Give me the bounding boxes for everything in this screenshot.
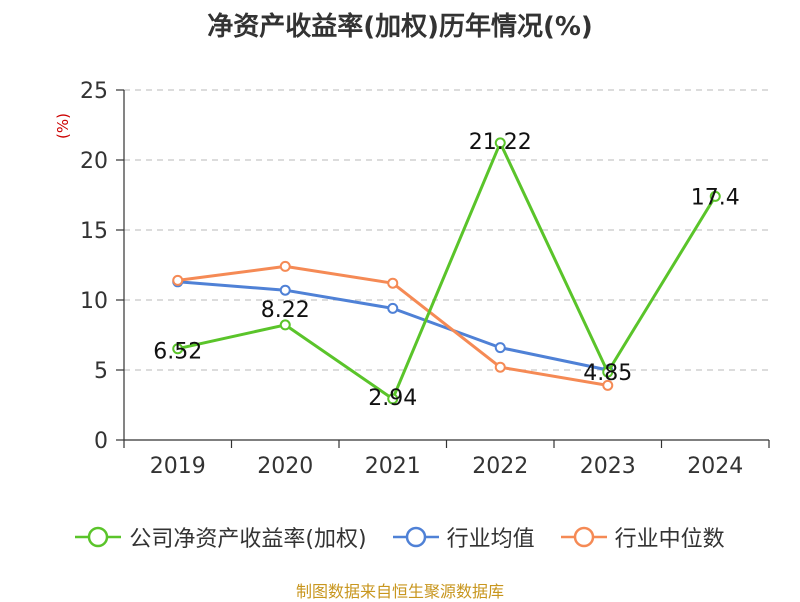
data-point	[709, 190, 721, 202]
chart-title: 净资产收益率(加权)历年情况(%)	[207, 12, 593, 42]
series-line-1	[177, 280, 609, 372]
data-point	[279, 319, 291, 331]
data-label: 17.4	[691, 185, 740, 210]
legend-item[interactable]: 行业中位数	[560, 521, 725, 553]
data-point	[279, 260, 291, 272]
x-tick-label: 2024	[687, 454, 743, 479]
data-point	[279, 284, 291, 296]
x-tick-label: 2019	[150, 454, 206, 479]
legend-swatch-icon	[560, 526, 607, 548]
data-point	[602, 366, 614, 378]
y-axis-unit-label: (%)	[54, 113, 72, 139]
data-point	[494, 342, 506, 354]
axis-layer: 0 5 10 15 20 25 2019 2020 2021 2022 2023 2024	[80, 79, 770, 479]
data-label: 21.22	[469, 130, 532, 155]
y-tick-label: 5	[94, 359, 108, 384]
data-point	[387, 302, 399, 314]
data-point	[172, 274, 184, 286]
data-label-layer: 6.52 8.22 2.94 21.22 4.85 17.4	[153, 130, 739, 411]
legend-item[interactable]: 行业均值	[392, 521, 535, 553]
series-layer	[172, 137, 721, 405]
legend-label: 行业均值	[446, 527, 535, 552]
data-point	[387, 393, 399, 405]
data-label: 6.52	[153, 340, 202, 365]
y-tick-label: 15	[80, 219, 108, 244]
data-point	[602, 379, 614, 391]
y-tick-label: 20	[80, 149, 108, 174]
legend: 公司净资产收益率(加权) 行业均值 行业中位数	[0, 519, 800, 555]
x-tick-label: 2021	[365, 454, 421, 479]
y-tick-label: 0	[94, 429, 108, 454]
legend-label: 行业中位数	[614, 527, 725, 552]
legend-item[interactable]: 公司净资产收益率(加权)	[75, 521, 367, 553]
legend-swatch-icon	[75, 526, 122, 548]
x-tick-label: 2023	[580, 454, 636, 479]
y-tick-label: 25	[80, 79, 108, 104]
series-line-0	[177, 141, 717, 401]
data-label: 2.94	[368, 386, 417, 411]
x-tick-label: 2020	[257, 454, 313, 479]
source-note: 制图数据来自恒生聚源数据库	[295, 582, 504, 601]
legend-label: 公司净资产收益率(加权)	[129, 527, 367, 552]
data-point	[494, 137, 506, 149]
grid-layer	[124, 89, 769, 371]
legend-swatch-icon	[392, 526, 439, 548]
data-point	[172, 343, 184, 355]
data-label: 4.85	[583, 361, 632, 386]
x-tick-label: 2022	[472, 454, 528, 479]
data-point	[494, 361, 506, 373]
data-point	[387, 277, 399, 289]
y-tick-label: 10	[80, 289, 108, 314]
data-label: 8.22	[261, 298, 310, 323]
